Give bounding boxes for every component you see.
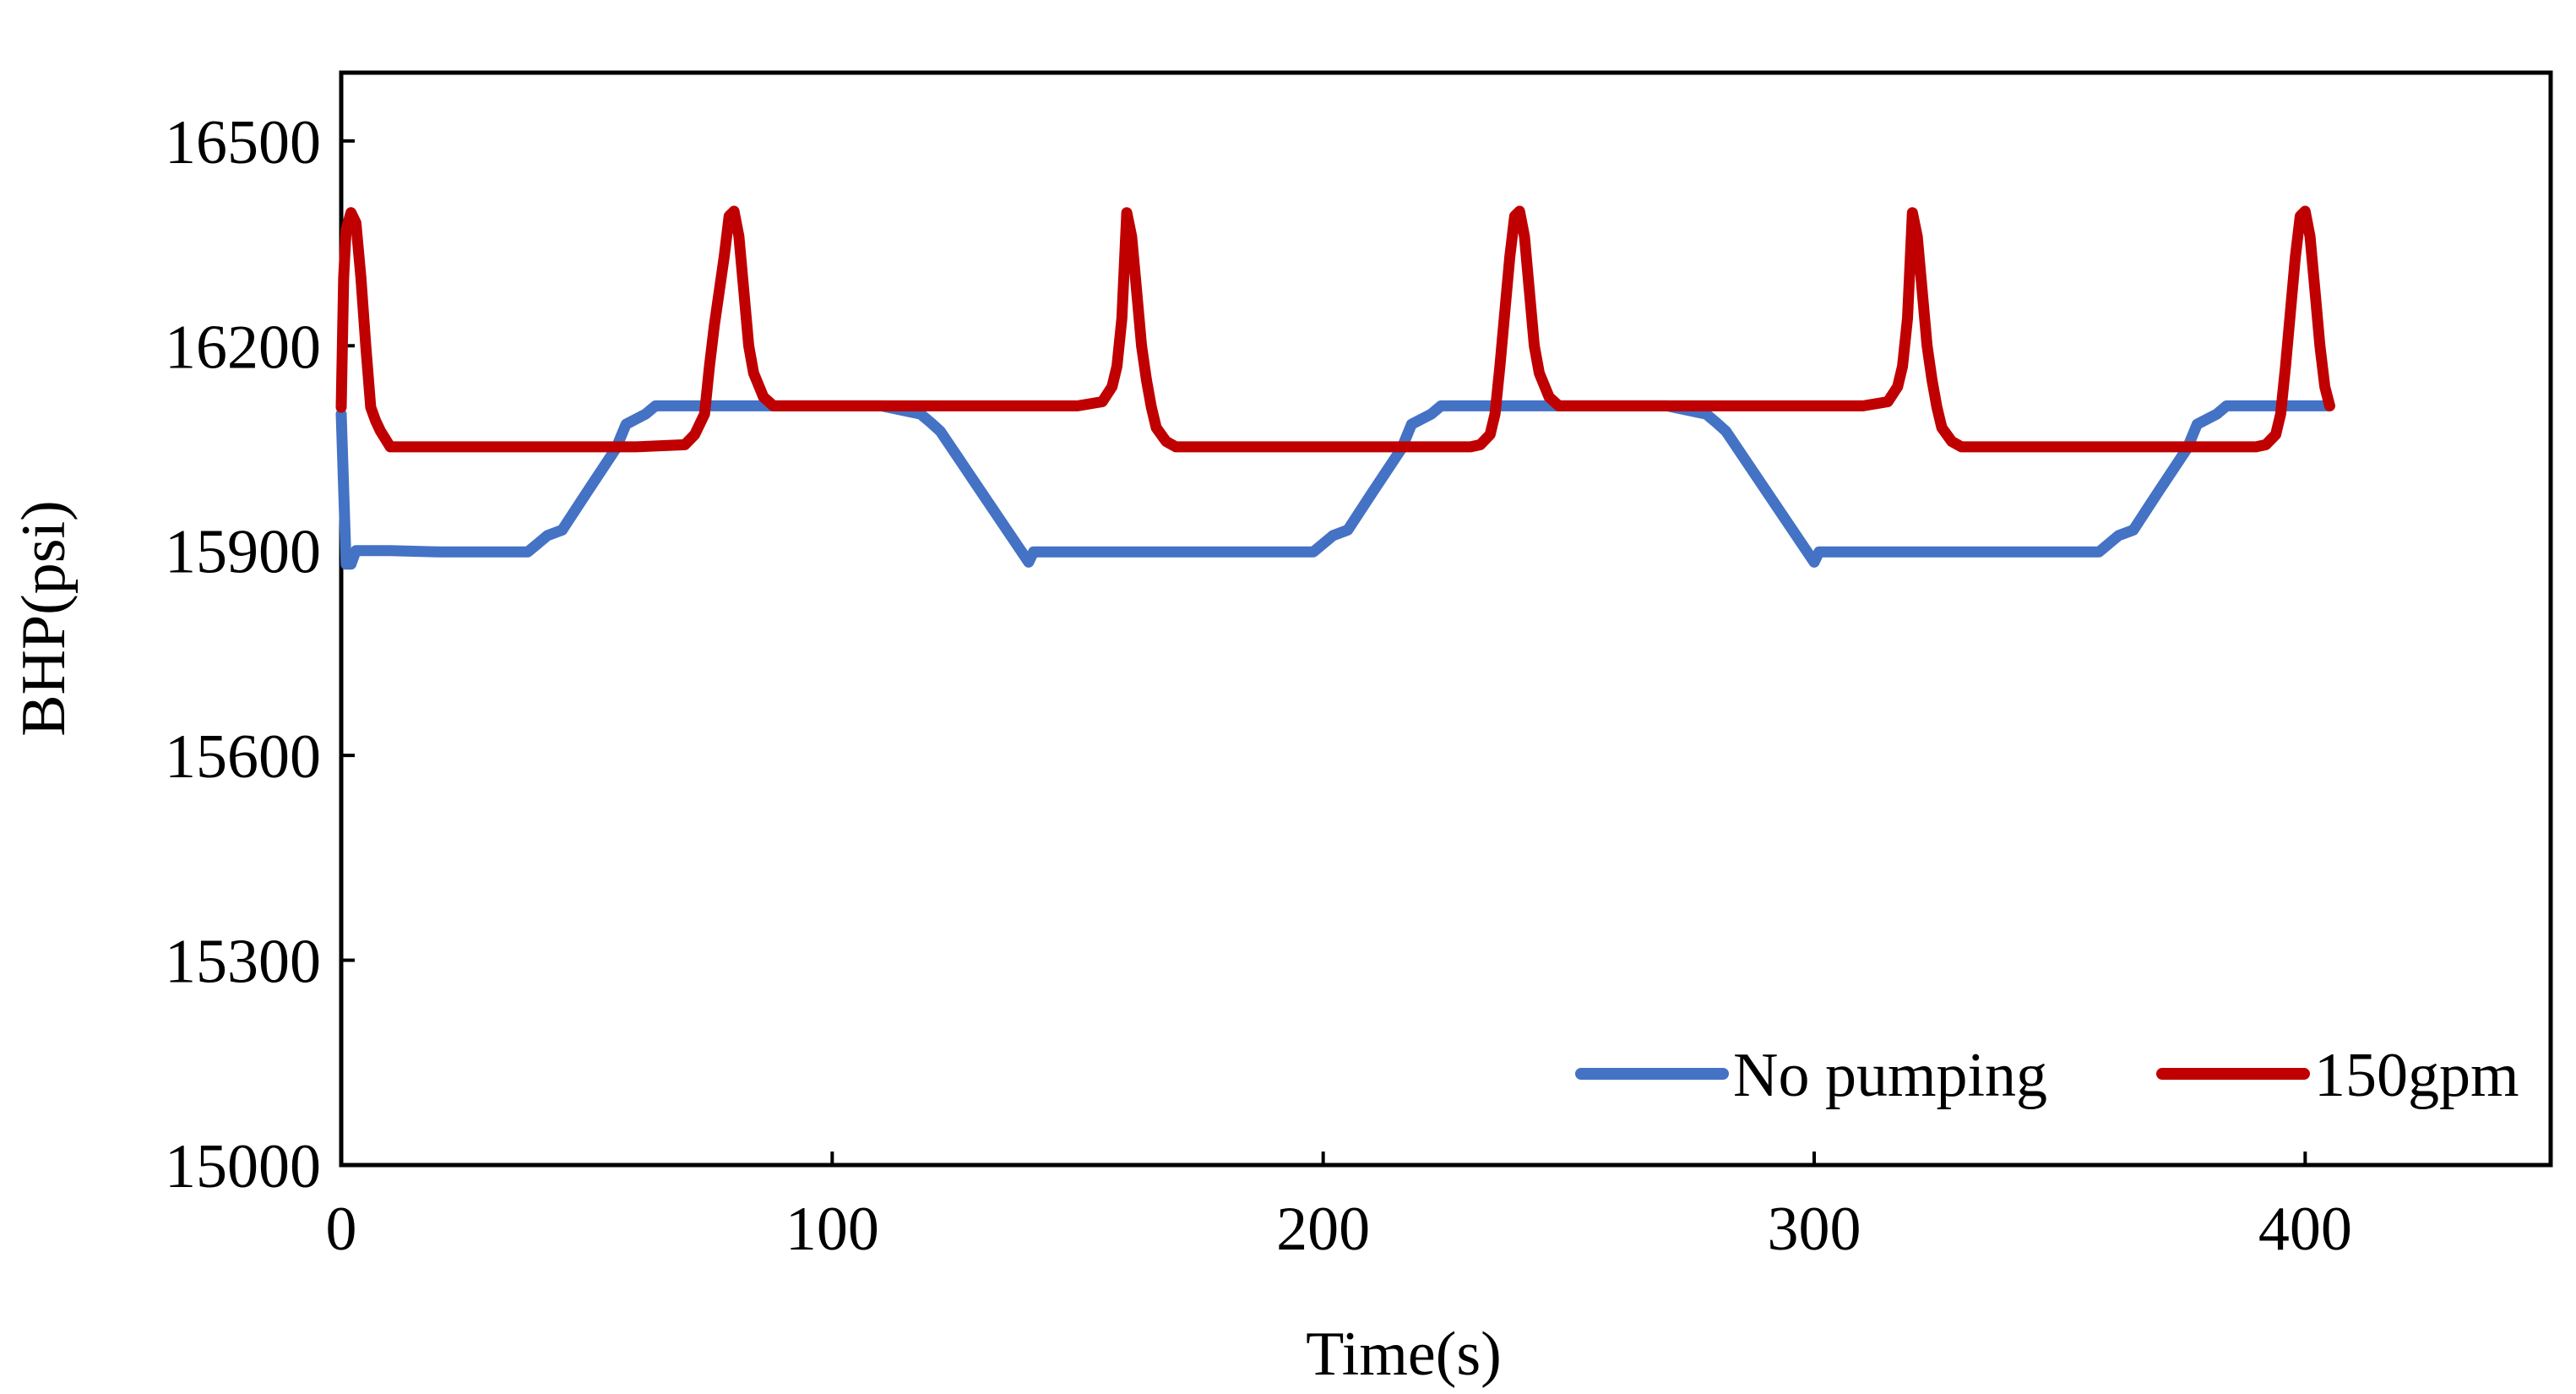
- x-tick-label: 400: [2258, 1195, 2352, 1264]
- y-tick-label: 15900: [165, 518, 321, 587]
- y-tick-label: 15300: [165, 928, 321, 997]
- legend-label-150gpm: 150gpm: [2314, 1041, 2519, 1110]
- y-axis: 15000 15300 15600 15900 16200 16500: [165, 108, 355, 1201]
- series-line-150gpm: [335, 205, 2335, 453]
- x-tick-label: 300: [1768, 1195, 1861, 1264]
- y-tick-label: 16500: [165, 108, 321, 177]
- plot-frame: [339, 70, 2553, 1168]
- y-axis-title: BHP(psi): [9, 500, 79, 737]
- y-tick-label: 15000: [165, 1132, 321, 1201]
- x-axis-title: Time(s): [1306, 1320, 1502, 1389]
- y-tick-label: 15600: [165, 722, 321, 792]
- y-tick-label: 16200: [165, 313, 321, 382]
- x-axis: 0 100 200 300 400: [326, 1152, 2352, 1264]
- x-tick-label: 100: [785, 1195, 879, 1264]
- x-tick-label: 0: [326, 1195, 357, 1264]
- series-line-no-pumping: [335, 400, 2335, 570]
- x-tick-label: 200: [1276, 1195, 1370, 1264]
- legend: No pumping 150gpm: [1575, 1041, 2519, 1110]
- series-layer: [335, 205, 2335, 570]
- legend-label-no-pumping: No pumping: [1733, 1041, 2047, 1110]
